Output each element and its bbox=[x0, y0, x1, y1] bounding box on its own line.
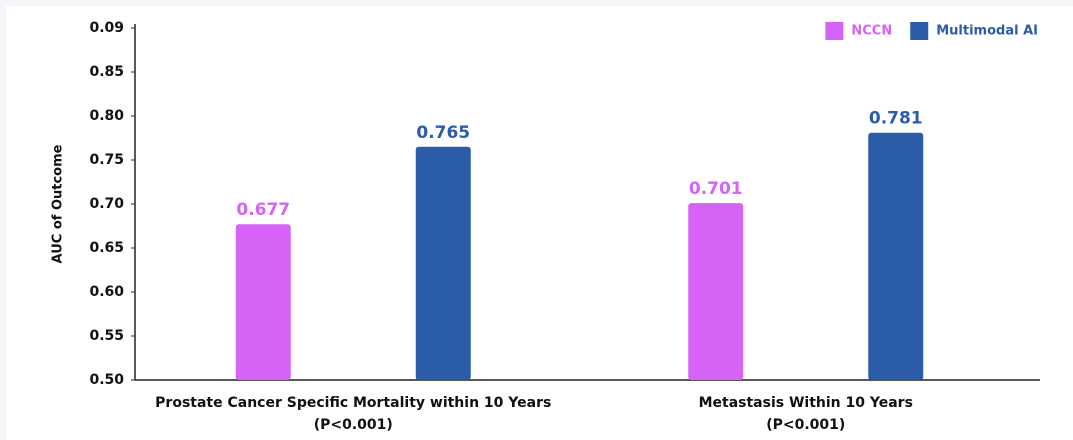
bar bbox=[415, 146, 471, 380]
y-tick-label: 0.65 bbox=[89, 240, 124, 256]
y-tick-label: 0.60 bbox=[89, 284, 124, 300]
value-label: 0.765 bbox=[416, 123, 470, 143]
bar bbox=[235, 224, 291, 380]
x-tick-label: (P<0.001) bbox=[314, 417, 393, 433]
y-axis-title: AUC of Outcome bbox=[51, 144, 66, 263]
x-tick-label: (P<0.001) bbox=[766, 417, 845, 433]
bar bbox=[688, 203, 744, 380]
x-tick-label: Metastasis Within 10 Years bbox=[699, 395, 913, 411]
value-label: 0.781 bbox=[869, 109, 923, 129]
legend-label: Multimodal AI bbox=[936, 24, 1038, 39]
legend-swatch bbox=[825, 22, 844, 40]
value-label: 0.701 bbox=[689, 179, 743, 199]
legend-label: NCCN bbox=[851, 24, 892, 39]
y-tick-label: 0.70 bbox=[89, 196, 124, 212]
y-tick-label: 0.50 bbox=[89, 372, 124, 388]
y-tick-label: 0.55 bbox=[89, 328, 124, 344]
value-label: 0.677 bbox=[236, 200, 290, 220]
y-tick-label: 0.75 bbox=[89, 152, 124, 168]
bar bbox=[868, 132, 924, 380]
y-tick-label: 0.80 bbox=[89, 108, 124, 124]
y-tick-label: 0.09 bbox=[89, 20, 124, 36]
legend-swatch bbox=[910, 22, 929, 40]
y-tick-label: 0.85 bbox=[89, 64, 124, 80]
x-tick-label: Prostate Cancer Specific Mortality withi… bbox=[155, 395, 551, 411]
